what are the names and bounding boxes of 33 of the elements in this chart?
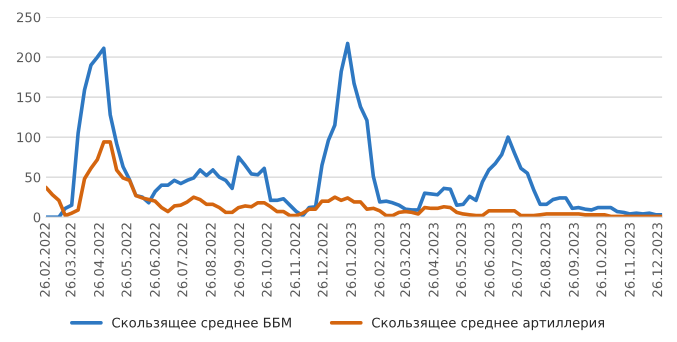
line-series — [46, 42, 662, 218]
x-tick-label: 26.05.2023 — [456, 223, 466, 297]
x-tick-label: 26.10.2022 — [262, 223, 272, 297]
y-tick-label: 100 — [17, 132, 40, 142]
x-tick-label: 26.11.2022 — [290, 223, 300, 297]
x-tick-label: 26.06.2023 — [484, 223, 494, 297]
legend-label: Скользящее среднее ББМ — [112, 318, 291, 330]
legend-label: Скользящее среднее артиллерия — [372, 318, 604, 330]
y-tick-label: 50 — [25, 172, 40, 182]
x-tick-label: 26.03.2023 — [400, 223, 410, 297]
x-tick-label: 26.04.2022 — [94, 223, 104, 297]
y-tick-label: 150 — [17, 92, 40, 102]
x-tick-label: 26.01.2023 — [346, 223, 356, 297]
x-tick-label: 26.12.2023 — [652, 223, 662, 297]
y-tick-label: 200 — [16, 52, 40, 62]
x-tick-label: 26.04.2023 — [428, 223, 439, 297]
x-tick-label: 26.05.2022 — [121, 223, 132, 297]
x-tick-label: 26.03.2022 — [66, 223, 76, 297]
x-tick-label: 26.07.2022 — [177, 223, 188, 297]
x-tick-label: 26.08.2023 — [540, 223, 550, 297]
x-tick-label: 26.11.2023 — [624, 223, 635, 297]
y-tick-label: 0 — [34, 212, 40, 222]
x-tick-label: 26.06.2022 — [150, 223, 160, 297]
x-tick-label: 26.10.2023 — [596, 223, 606, 297]
x-tick-label: 26.08.2022 — [206, 223, 216, 297]
x-tick-label: 26.07.2023 — [512, 223, 522, 297]
line-series — [46, 140, 662, 218]
x-tick-label: 26.02.2022 — [40, 223, 50, 297]
x-tick-label: 26.09.2023 — [568, 223, 579, 297]
x-tick-label: 26.02.2023 — [374, 223, 384, 297]
x-tick-label: 26.12.2022 — [318, 223, 328, 297]
y-tick-label: 250 — [16, 12, 40, 22]
x-tick-label: 26.09.2022 — [234, 223, 244, 297]
